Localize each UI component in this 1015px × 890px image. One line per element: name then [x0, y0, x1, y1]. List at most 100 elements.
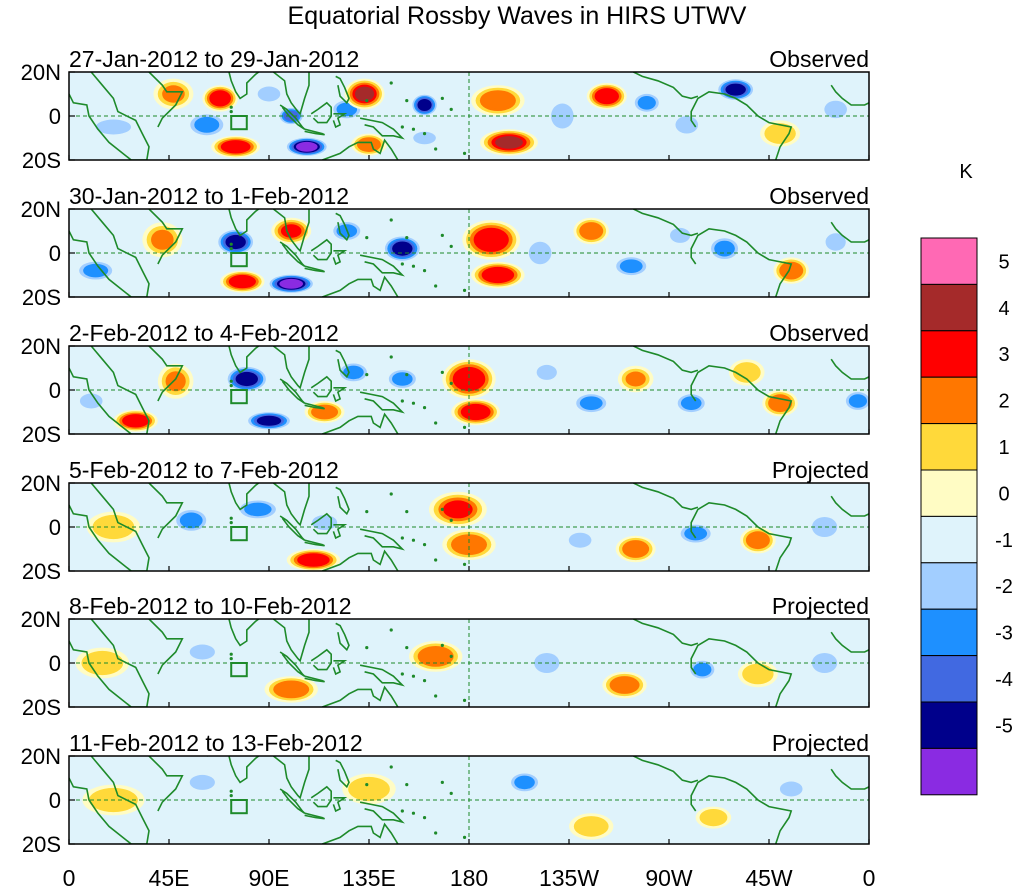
contour-level — [703, 811, 724, 824]
anomaly-negative — [704, 233, 745, 264]
contour-level — [597, 89, 617, 103]
coast-java — [304, 675, 325, 683]
contour-level — [354, 86, 375, 102]
island-dot — [462, 151, 467, 155]
contour-level — [300, 554, 327, 566]
coast-sumatra — [279, 788, 306, 814]
island-dot — [440, 96, 444, 100]
panel-2: 20N 0 20S 30-Jan-2012 to 1-Feb-2012 Observed — [21, 183, 870, 310]
island-dot — [229, 657, 233, 661]
anomaly-positive — [451, 398, 501, 426]
anomaly-positive — [342, 773, 396, 805]
contour-level — [79, 393, 103, 409]
island-dot — [365, 783, 369, 787]
anomaly-positive — [202, 85, 238, 112]
y-tick-label: 20S — [22, 148, 61, 173]
island-dot — [449, 654, 453, 659]
colorbar-label: -4 — [995, 669, 1013, 691]
coastlines — [69, 209, 869, 297]
coast-central-america — [633, 756, 699, 784]
colorbar-label: 4 — [998, 298, 1009, 320]
contour-level — [485, 268, 511, 282]
contour-level — [392, 241, 413, 256]
island-dot — [440, 780, 444, 785]
colorbar-label: 3 — [998, 344, 1009, 366]
coast-philippines — [335, 75, 350, 105]
coast-australia — [322, 685, 399, 707]
coast-new-guinea — [359, 528, 405, 551]
y-tick-label: 20N — [21, 60, 61, 85]
island-dot — [440, 233, 444, 237]
island-dot — [389, 628, 393, 632]
island-dot — [229, 789, 233, 793]
contour-level — [455, 536, 483, 553]
anomaly-negative — [404, 127, 445, 149]
contour-level — [637, 96, 656, 110]
anomaly-negative — [817, 226, 854, 258]
island-dot — [400, 262, 404, 266]
colorbar-label: 2 — [998, 391, 1009, 413]
island-dot — [389, 81, 393, 85]
panel-period: 30-Jan-2012 to 1-Feb-2012 — [69, 183, 349, 209]
anomaly-positive — [264, 676, 318, 703]
anomaly-positive — [75, 647, 130, 679]
anomaly-positive — [573, 217, 610, 245]
colorbar-swatch — [920, 237, 978, 285]
coast-arabia-horn — [148, 756, 184, 812]
coast-sumatra — [279, 651, 306, 677]
island-dot — [229, 242, 233, 246]
island-dot — [462, 562, 467, 567]
contour-level — [413, 131, 436, 145]
contour-level — [231, 276, 254, 287]
coast-indochina — [272, 346, 310, 390]
coast-sulawesi — [332, 797, 348, 813]
coast-africa — [69, 72, 150, 160]
panels-layer: 20N 0 20S 27-Jan-2012 to 29-Jan-2012 Observe… — [21, 46, 870, 857]
coast-arabia-horn — [148, 72, 184, 128]
y-tick-label: 0 — [49, 241, 61, 266]
coast-arabia-horn — [148, 619, 184, 675]
coast-africa — [69, 483, 150, 571]
island-dot — [405, 99, 409, 103]
contour-level — [179, 512, 203, 529]
anomaly-positive — [408, 641, 463, 672]
anomaly-negative — [222, 363, 272, 395]
coast-borneo — [310, 101, 332, 124]
contour-level — [392, 372, 413, 386]
contour-level — [189, 774, 215, 790]
contour-level — [225, 234, 246, 250]
coast-borneo — [310, 785, 332, 808]
island-dot — [422, 816, 427, 820]
anomaly-positive — [480, 129, 538, 156]
panel-status: Observed — [769, 183, 869, 209]
panel-status: Projected — [772, 457, 869, 483]
contour-level — [748, 533, 767, 547]
coast-india — [206, 72, 261, 100]
coast-australia — [322, 275, 399, 297]
coast-new-guinea — [359, 801, 405, 824]
anomaly-positive — [442, 359, 496, 399]
anomaly-negative — [671, 390, 712, 417]
anomaly-positive — [762, 390, 798, 417]
anomaly-positive — [428, 491, 487, 527]
anomaly-negative — [666, 109, 707, 141]
coast-java — [304, 128, 325, 136]
coastlines — [69, 72, 869, 160]
anomaly-negative — [231, 496, 285, 523]
island-dot — [400, 399, 404, 403]
x-tick-label: 180 — [450, 865, 488, 890]
coast-west-africa — [830, 495, 869, 517]
coast-philippines — [335, 759, 350, 789]
anomaly-positive — [442, 529, 496, 560]
contour-level — [625, 371, 646, 387]
coast-philippines — [335, 622, 350, 652]
x-tick-label: 90W — [645, 865, 693, 890]
contour-level — [353, 780, 385, 798]
anomaly-negative — [684, 656, 721, 683]
panel-period: 5-Feb-2012 to 7-Feb-2012 — [69, 457, 339, 483]
panel-3: 20N 0 20S 2-Feb-2012 to 4-Feb-2012 Observed — [21, 320, 870, 447]
anomaly-negative — [71, 387, 112, 415]
island-dot — [229, 652, 233, 656]
y-tick-label: 0 — [49, 515, 61, 540]
